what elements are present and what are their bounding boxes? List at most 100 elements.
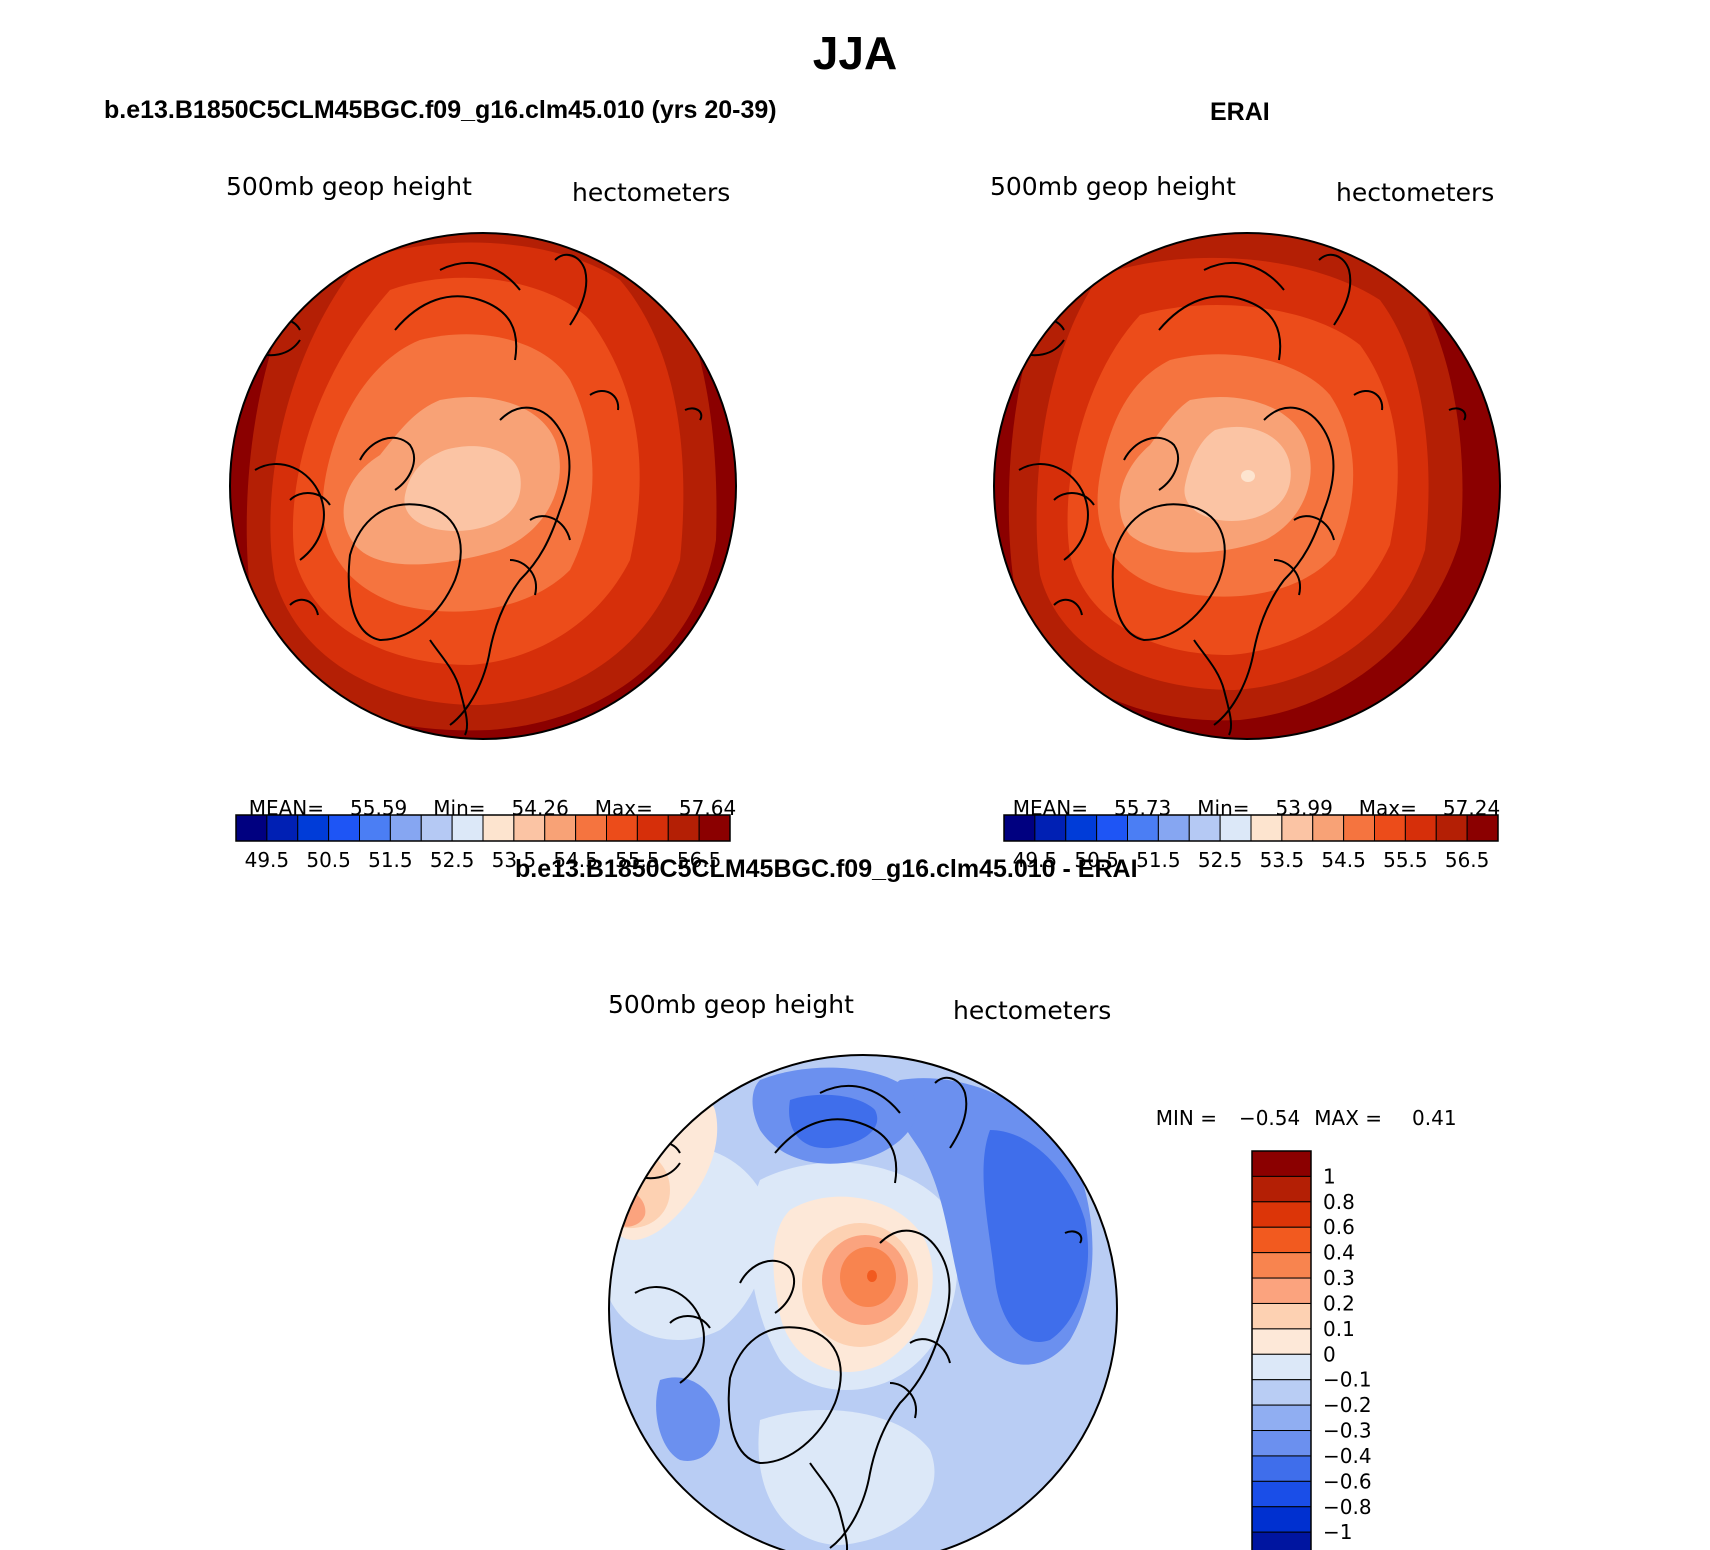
diff-colorbar-swatch xyxy=(1251,1455,1312,1482)
model-colorbar-swatch xyxy=(328,814,360,842)
diff-colorbar-tick-label: −0.3 xyxy=(1323,1419,1372,1443)
diff-colorbar-tick-label: −0.4 xyxy=(1323,1444,1372,1468)
model-colorbar-swatch xyxy=(636,814,669,842)
model-colorbar-tick-label: 53.5 xyxy=(492,848,537,872)
obs-field-band-7 xyxy=(1241,470,1255,482)
diff-colorbar-swatch xyxy=(1251,1226,1312,1254)
diff-colorbar-swatch xyxy=(1251,1328,1312,1355)
diff-colorbar-tick-label: 0.6 xyxy=(1323,1215,1355,1239)
diff-colorbar-swatch xyxy=(1251,1277,1312,1304)
diff-colorbar-swatch xyxy=(1251,1302,1312,1330)
obs-map-border xyxy=(993,232,1501,740)
model-colorbar-swatch xyxy=(544,814,577,842)
diff-colorbar: 10.80.60.40.30.20.10−0.1−0.2−0.3−0.4−0.6… xyxy=(1251,1150,1372,1550)
obs-colorbar-tick-label: 52.5 xyxy=(1198,848,1243,872)
diff-colorbar-tick-label: 0 xyxy=(1323,1342,1336,1366)
obs-units-label: hectometers xyxy=(1336,178,1495,207)
model-map-border xyxy=(229,232,737,740)
diff-field-deep-blue-east xyxy=(983,1130,1089,1342)
model-units-label: hectometers xyxy=(572,178,731,207)
diff-field-light-south xyxy=(758,1410,935,1545)
diff-field-deep-blue-north xyxy=(789,1094,878,1149)
diff-colorbar-tick-label: 0.1 xyxy=(1323,1317,1355,1341)
model-colorbar-tick-label: 50.5 xyxy=(306,848,351,872)
obs-map xyxy=(993,232,1501,740)
diff-colorbar-tick-label: 0.4 xyxy=(1323,1241,1355,1265)
obs-colorbar-swatch xyxy=(1343,814,1375,842)
diff-colorbar-swatch xyxy=(1251,1150,1312,1177)
diff-colorbar-tick-label: 0.8 xyxy=(1323,1190,1355,1214)
model-colorbar-tick-label: 49.5 xyxy=(245,848,290,872)
page-title: JJA xyxy=(812,27,898,79)
model-colorbar-tick-label: 55.5 xyxy=(615,848,660,872)
model-colorbar-swatch xyxy=(513,814,546,842)
diff-map xyxy=(608,1054,1118,1550)
diff-colorbar-tick-label: 0.2 xyxy=(1323,1291,1355,1315)
diff-colorbar-swatch xyxy=(1251,1404,1312,1432)
model-colorbar-tick-label: 56.5 xyxy=(677,848,722,872)
model-variable-label: 500mb geop height xyxy=(226,172,472,201)
model-colorbar-tick-label: 52.5 xyxy=(430,848,475,872)
obs-field-band-6 xyxy=(1184,426,1291,521)
obs-colorbar-tick-label: 50.5 xyxy=(1074,848,1119,872)
model-colorbar-swatch xyxy=(482,814,515,842)
obs-colorbar-tick-label: 56.5 xyxy=(1445,848,1490,872)
model-colorbar-swatch xyxy=(297,814,330,842)
diff-colorbar-tick-label: −0.8 xyxy=(1323,1495,1372,1519)
obs-colorbar-tick-label: 49.5 xyxy=(1013,848,1058,872)
diff-colorbar-swatch xyxy=(1251,1201,1312,1228)
diff-units-label: hectometers xyxy=(953,996,1112,1025)
model-map xyxy=(229,232,737,740)
model-colorbar: 49.5 50.5 51.5 52.5 53.5 54.5 55.5 56.5 xyxy=(235,814,731,872)
diff-colorbar-swatch xyxy=(1251,1353,1312,1381)
diff-map-border xyxy=(608,1054,1118,1550)
diff-field-blue-southwest xyxy=(656,1377,720,1461)
diff-colorbar-tick-label: −0.1 xyxy=(1323,1368,1372,1392)
model-colorbar-swatch xyxy=(389,814,422,842)
diff-min-value: −0.54 xyxy=(1238,1106,1301,1130)
obs-colorbar-swatch xyxy=(1250,814,1283,842)
model-colorbar-tick-label: 54.5 xyxy=(553,848,598,872)
obs-panel-title: ERAI xyxy=(1210,98,1270,126)
model-colorbar-swatch xyxy=(359,814,391,842)
diff-field-pos-center-5 xyxy=(867,1270,877,1282)
model-colorbar-swatch xyxy=(451,814,484,842)
obs-colorbar-swatch xyxy=(1096,814,1128,842)
model-colorbar-swatch xyxy=(698,814,731,842)
obs-colorbar-border xyxy=(1003,814,1499,842)
obs-colorbar-swatch xyxy=(1065,814,1098,842)
diff-coastlines xyxy=(629,1076,1083,1550)
diff-variable-label: 500mb geop height xyxy=(608,990,854,1019)
diff-colorbar-tick-label: −0.2 xyxy=(1323,1393,1372,1417)
diff-colorbar-swatch xyxy=(1251,1506,1312,1533)
diff-colorbar-tick-label: −0.6 xyxy=(1323,1469,1372,1493)
diff-colorbar-swatch xyxy=(1251,1430,1312,1457)
model-colorbar-border xyxy=(235,814,731,842)
diff-colorbar-tick-label: −1 xyxy=(1323,1520,1352,1544)
diff-panel-title: b.e13.B1850C5CLM45BGC.f09_g16.clm45.010 … xyxy=(515,855,1138,883)
diff-colorbar-tick-label: 1 xyxy=(1323,1164,1336,1188)
obs-colorbar-swatch xyxy=(1157,814,1190,842)
obs-colorbar-tick-label: 54.5 xyxy=(1321,848,1366,872)
obs-colorbar-swatch xyxy=(1312,814,1345,842)
obs-colorbar-tick-label: 53.5 xyxy=(1260,848,1305,872)
obs-colorbar-swatch xyxy=(1466,814,1499,842)
model-colorbar-swatch xyxy=(667,814,700,842)
diff-stats: MIN = −0.54 MAX = 0.41 xyxy=(1143,1082,1457,1130)
obs-colorbar-swatch xyxy=(1404,814,1437,842)
obs-colorbar-swatch xyxy=(1435,814,1468,842)
obs-colorbar-swatch xyxy=(1188,814,1221,842)
diff-max-value: 0.41 xyxy=(1412,1106,1457,1130)
diff-colorbar-swatch xyxy=(1251,1531,1312,1550)
diff-min-label: MIN = xyxy=(1155,1106,1217,1130)
diff-colorbar-swatch xyxy=(1251,1175,1312,1203)
model-colorbar-tick-label: 51.5 xyxy=(368,848,413,872)
diff-colorbar-border xyxy=(1251,1150,1312,1550)
obs-colorbar-swatch xyxy=(1003,814,1036,842)
model-colorbar-swatch xyxy=(575,814,607,842)
model-coastlines xyxy=(249,253,703,736)
diff-max-label: MAX = xyxy=(1314,1106,1383,1130)
model-colorbar-swatch xyxy=(235,814,268,842)
diff-colorbar-swatch xyxy=(1251,1480,1312,1508)
obs-colorbar-tick-label: 51.5 xyxy=(1136,848,1181,872)
